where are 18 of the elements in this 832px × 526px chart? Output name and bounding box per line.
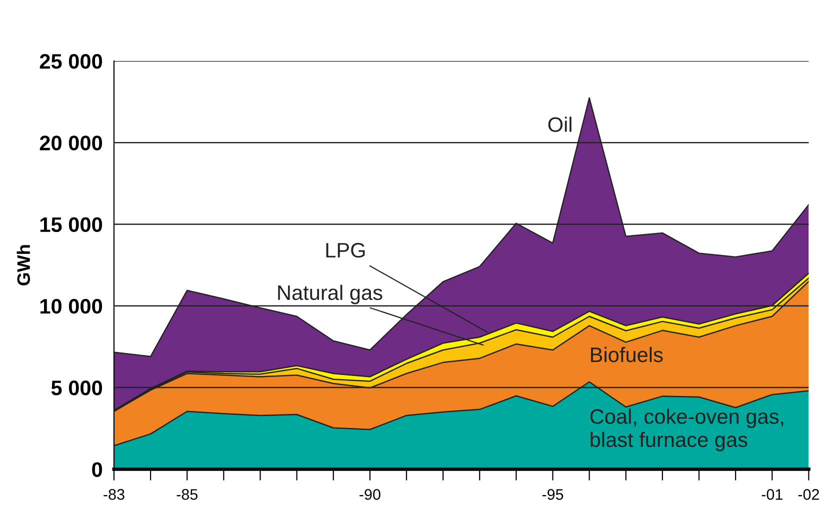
y-tick-label: 10 000 xyxy=(40,298,102,314)
series-label: Coal, coke-oven gas, blast furnace gas xyxy=(590,408,784,452)
series-label: Biofuels xyxy=(591,346,663,362)
x-tick-label: -83 xyxy=(104,489,124,500)
x-tick-label: -85 xyxy=(176,489,198,500)
y-tick-label: 20 000 xyxy=(40,136,102,150)
text: LPG xyxy=(326,242,365,258)
x-tick-label: -90 xyxy=(360,489,380,500)
x-tick-label: -95 xyxy=(542,489,564,500)
y-tick-label: 15 000 xyxy=(40,217,102,232)
y-tick-label: 25 000 xyxy=(40,54,102,69)
y-axis-title: GWh xyxy=(16,245,30,286)
x-tick-label: -02 xyxy=(798,489,819,500)
text: Natural gas xyxy=(278,284,382,304)
series-label: Oil xyxy=(548,116,572,132)
y-tick-label: 0 xyxy=(92,462,102,477)
x-tick-label: -01 xyxy=(762,489,782,500)
y-tick-label: 5 000 xyxy=(51,380,102,396)
